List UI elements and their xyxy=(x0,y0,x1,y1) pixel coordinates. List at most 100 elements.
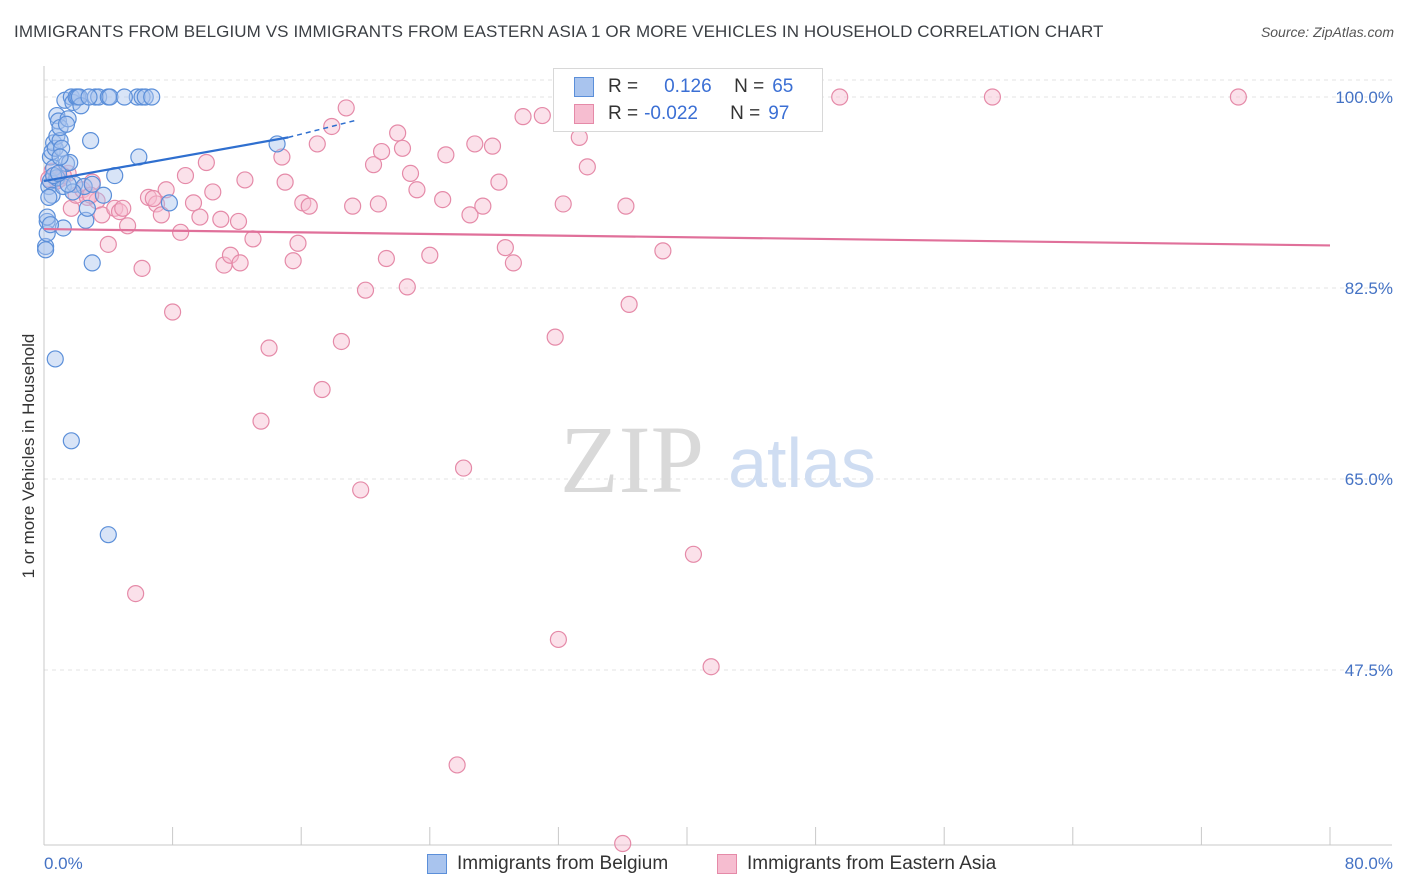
legend-n-label: N = xyxy=(734,76,765,97)
legend-n-label: N = xyxy=(730,103,761,124)
legend-r-value: -0.022 xyxy=(644,103,698,124)
data-point xyxy=(46,350,64,368)
data-point xyxy=(466,135,484,153)
data-point xyxy=(356,281,375,299)
watermark-atlas: atlas xyxy=(728,424,876,502)
bottom-legend-label-belgium: Immigrants from Belgium xyxy=(457,853,669,874)
legend-swatch-eastern-asia xyxy=(574,104,594,124)
data-point xyxy=(434,190,452,209)
legend-r-label: R = xyxy=(608,103,639,124)
data-point xyxy=(620,295,638,313)
data-point xyxy=(546,328,564,346)
data-point xyxy=(62,432,80,450)
data-point xyxy=(252,412,270,430)
legend-row-belgium: R = 0.126 N = 65 xyxy=(554,74,793,100)
data-point xyxy=(408,181,426,199)
source-label: Source: ZipAtlas.com xyxy=(1260,24,1394,40)
trend-line-belgium-extension xyxy=(288,119,358,139)
data-point xyxy=(533,106,551,125)
bottom-legend: Immigrants from Belgium Immigrants from … xyxy=(0,851,1406,879)
data-point xyxy=(212,210,230,228)
grid xyxy=(44,79,1392,671)
data-point xyxy=(617,197,635,215)
data-point xyxy=(101,88,119,106)
data-point xyxy=(53,139,71,157)
data-point xyxy=(654,242,672,260)
data-point xyxy=(78,199,97,217)
data-point xyxy=(54,219,72,237)
x-tick-label-min: 0.0% xyxy=(44,854,83,873)
data-point xyxy=(172,223,190,241)
data-point xyxy=(289,234,307,252)
data-point xyxy=(421,246,439,264)
data-point xyxy=(831,88,849,106)
x-tick-label-max: 80.0% xyxy=(1345,854,1393,873)
data-point xyxy=(127,584,145,603)
data-point xyxy=(483,137,502,155)
data-point xyxy=(1229,88,1247,106)
data-point xyxy=(83,175,101,193)
data-point xyxy=(152,206,170,224)
data-point xyxy=(197,153,215,172)
legend-r-value: 0.126 xyxy=(664,76,712,97)
data-point xyxy=(160,194,178,212)
data-point xyxy=(614,834,632,853)
y-tick-label: 82.5% xyxy=(1345,279,1393,298)
data-point xyxy=(114,199,132,217)
data-point xyxy=(244,230,262,248)
data-point xyxy=(276,173,294,191)
data-point xyxy=(437,146,455,164)
data-point xyxy=(157,181,175,199)
data-point xyxy=(323,117,341,136)
y-axis-label: 1 or more Vehicles in Household xyxy=(19,334,38,579)
data-point xyxy=(393,139,412,157)
data-point xyxy=(514,108,532,126)
chart-title: IMMIGRANTS FROM BELGIUM VS IMMIGRANTS FR… xyxy=(14,22,1104,41)
data-point xyxy=(115,88,133,106)
data-point xyxy=(70,88,88,106)
data-point xyxy=(164,303,182,321)
data-point xyxy=(144,189,162,208)
data-point xyxy=(99,526,117,544)
data-point xyxy=(61,153,79,172)
data-point xyxy=(82,132,100,150)
data-point xyxy=(377,249,395,268)
data-point xyxy=(389,124,407,142)
data-point xyxy=(40,188,58,207)
data-point xyxy=(684,545,703,563)
data-point xyxy=(490,173,508,191)
data-point xyxy=(231,254,249,272)
data-point xyxy=(94,186,113,204)
data-point xyxy=(37,241,55,259)
legend-n-value: 97 xyxy=(768,103,790,124)
data-point xyxy=(496,239,514,257)
bottom-legend-swatch-eastern-asia xyxy=(717,854,737,874)
data-point xyxy=(372,142,391,161)
tick-labels: 47.5% 65.0% 82.5% 100.0% xyxy=(1335,88,1393,680)
data-point xyxy=(260,339,278,357)
legend-r-label: R = xyxy=(608,76,639,97)
data-point xyxy=(332,332,350,351)
watermark-zip: ZIP xyxy=(560,406,704,513)
data-point xyxy=(99,235,117,253)
bottom-legend-swatch-belgium xyxy=(427,854,447,874)
data-point xyxy=(578,158,596,176)
data-point xyxy=(398,278,416,296)
data-point xyxy=(82,186,100,204)
y-tick-label: 100.0% xyxy=(1335,88,1393,107)
data-point xyxy=(136,88,154,106)
legend-n-value: 65 xyxy=(772,76,794,97)
data-point xyxy=(401,164,420,182)
data-point xyxy=(364,156,383,174)
data-point xyxy=(80,88,98,106)
y-tick-label: 47.5% xyxy=(1345,661,1393,680)
data-point xyxy=(504,254,522,272)
data-point xyxy=(176,166,195,185)
data-point xyxy=(448,756,466,774)
trend-line-eastern-asia xyxy=(43,227,1331,247)
data-point xyxy=(143,88,161,106)
data-point xyxy=(554,195,572,213)
data-point xyxy=(229,212,248,231)
data-point xyxy=(549,630,568,649)
